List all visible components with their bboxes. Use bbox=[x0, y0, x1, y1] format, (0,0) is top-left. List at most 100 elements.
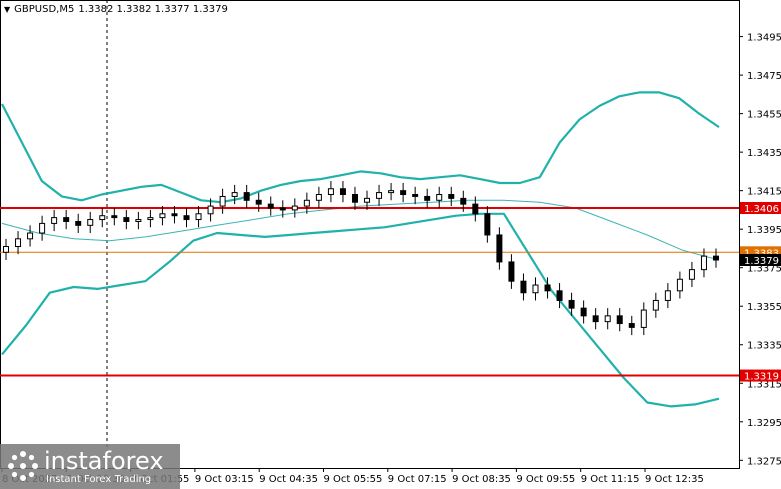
y-axis-tick-label: 1.3275 bbox=[747, 456, 781, 467]
candle-body bbox=[219, 195, 226, 207]
candle-body bbox=[520, 280, 527, 294]
candle-body bbox=[315, 194, 322, 201]
bid-price-label: 1.3383 bbox=[744, 248, 779, 259]
candle-body bbox=[351, 194, 358, 203]
candle-body bbox=[508, 261, 515, 282]
candle-body bbox=[195, 213, 202, 221]
candle-body bbox=[484, 213, 491, 236]
candle-body bbox=[652, 299, 659, 311]
candle-body bbox=[327, 188, 334, 196]
candle-body bbox=[688, 269, 695, 280]
candle-body bbox=[123, 217, 130, 222]
candle-body bbox=[592, 315, 599, 323]
candle-body bbox=[39, 222, 46, 234]
x-axis-tick-label: 9 Oct 09:55 bbox=[516, 474, 575, 485]
candle-body bbox=[171, 213, 178, 217]
candle-body bbox=[544, 284, 551, 292]
x-axis-tick-label: 9 Oct 05:55 bbox=[324, 474, 383, 485]
y-axis-tick-label: 1.3415 bbox=[747, 187, 781, 198]
x-axis-tick-label: 9 Oct 07:15 bbox=[388, 474, 447, 485]
dropdown-triangle-icon[interactable]: ▼ bbox=[4, 5, 11, 14]
x-axis-tick-label: 9 Oct 04:35 bbox=[259, 474, 318, 485]
y-axis-tick-label: 1.3395 bbox=[747, 225, 781, 236]
level-price-label: 1.3319 bbox=[744, 372, 779, 383]
candle-body bbox=[628, 323, 635, 328]
y-axis-tick-label: 1.3375 bbox=[747, 264, 781, 275]
level-price-tag bbox=[740, 202, 781, 214]
candle-body bbox=[448, 194, 455, 199]
x-axis-tick-label: 9 Oct 12:35 bbox=[645, 474, 704, 485]
candle-body bbox=[111, 215, 118, 219]
candle-body bbox=[51, 217, 58, 224]
candle-body bbox=[231, 192, 238, 197]
bollinger-upper-band bbox=[1, 91, 720, 204]
candle-body bbox=[436, 194, 443, 201]
candle-body bbox=[339, 188, 346, 196]
candle-body bbox=[279, 207, 286, 211]
brand-tagline: Instant Forex Trading bbox=[46, 474, 152, 485]
brand-name: instaforex bbox=[44, 447, 164, 475]
candle-body bbox=[424, 195, 431, 201]
candle-body bbox=[532, 284, 539, 294]
candle-body bbox=[255, 199, 262, 205]
candle-body bbox=[63, 217, 70, 222]
candle-body bbox=[99, 215, 106, 221]
plot-border bbox=[0, 0, 740, 469]
candle-body bbox=[291, 205, 298, 211]
bollinger-lower-band bbox=[1, 212, 720, 408]
y-axis-tick-label: 1.3295 bbox=[747, 418, 781, 429]
quote-values: 1.3382 1.3382 1.3377 1.3379 bbox=[78, 4, 228, 15]
x-axis-tick-label: 9 Oct 03:15 bbox=[195, 474, 254, 485]
candle-body bbox=[604, 315, 611, 323]
level-price-tag bbox=[740, 369, 781, 382]
last-price-label: 1.3379 bbox=[744, 256, 779, 267]
candle-body bbox=[664, 290, 671, 301]
y-axis-tick-label: 1.3435 bbox=[747, 148, 781, 159]
candle-body bbox=[676, 278, 683, 292]
candle-body bbox=[75, 220, 82, 226]
candle-body bbox=[616, 315, 623, 325]
y-axis-tick-label: 1.3355 bbox=[747, 302, 781, 313]
candle-body bbox=[640, 309, 647, 328]
candle-body bbox=[713, 255, 719, 261]
candle-body bbox=[159, 213, 166, 219]
candle-body bbox=[3, 246, 9, 253]
symbol-label: GBPUSD,M5 bbox=[14, 4, 75, 15]
brand-logo: instaforex Instant Forex Trading bbox=[0, 444, 180, 489]
candle-body bbox=[135, 219, 142, 222]
candle-body bbox=[412, 194, 419, 197]
candle-body bbox=[267, 203, 274, 209]
candle-body bbox=[147, 217, 154, 221]
candle-body bbox=[472, 203, 479, 215]
moving-average-line bbox=[1, 199, 720, 261]
y-axis-tick-label: 1.3495 bbox=[747, 33, 781, 44]
candle-body bbox=[207, 205, 214, 215]
candle-body bbox=[580, 307, 587, 317]
level-price-label: 1.3406 bbox=[744, 204, 779, 215]
candle-body bbox=[700, 255, 707, 271]
candle-body bbox=[87, 219, 94, 226]
candle-body bbox=[376, 192, 383, 199]
x-axis-tick-label: 9 Oct 11:15 bbox=[581, 474, 640, 485]
candle-body bbox=[568, 299, 575, 309]
chart-header: ▼ GBPUSD,M5 1.3382 1.3382 1.3377 1.3379 bbox=[4, 4, 228, 15]
last-price-tag bbox=[740, 254, 781, 266]
candle-body bbox=[27, 232, 34, 240]
candle-body bbox=[243, 192, 250, 201]
candle-body bbox=[303, 199, 310, 207]
candle-body bbox=[496, 234, 503, 263]
candle-body bbox=[400, 190, 407, 196]
candle-body bbox=[364, 197, 371, 203]
candle-body bbox=[183, 215, 190, 221]
candle-body bbox=[388, 190, 395, 194]
instaforex-logo-icon bbox=[8, 451, 38, 481]
y-axis-tick-label: 1.3335 bbox=[747, 341, 781, 352]
y-axis-tick-label: 1.3455 bbox=[747, 110, 781, 121]
y-axis-tick-label: 1.3315 bbox=[747, 379, 781, 390]
candle-body bbox=[556, 290, 563, 301]
y-axis-tick-label: 1.3475 bbox=[747, 71, 781, 82]
candle-body bbox=[15, 238, 22, 248]
x-axis-tick-label: 9 Oct 08:35 bbox=[452, 474, 511, 485]
